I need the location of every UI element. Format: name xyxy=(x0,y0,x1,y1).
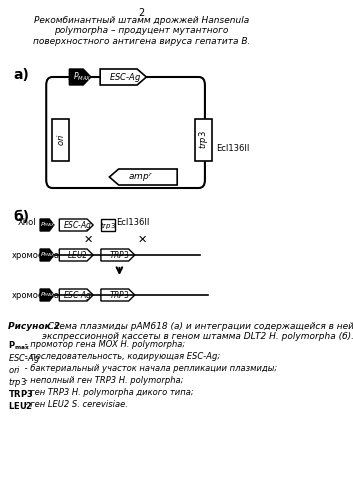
Text: $\mathbf{P_{max}}$: $\mathbf{P_{max}}$ xyxy=(8,340,30,352)
FancyArrow shape xyxy=(59,219,93,231)
Text: хромосома: хромосома xyxy=(12,290,60,299)
Text: хромосома: хромосома xyxy=(12,250,60,259)
Text: $\mathbf{LEU2}$: $\mathbf{LEU2}$ xyxy=(8,400,33,411)
Text: $\mathit{TRP3}$: $\mathit{TRP3}$ xyxy=(109,250,130,260)
FancyBboxPatch shape xyxy=(101,219,115,231)
FancyArrow shape xyxy=(100,69,146,85)
Text: $\mathit{P_{MAX}}$: $\mathit{P_{MAX}}$ xyxy=(40,221,55,230)
Text: $\mathit{ori}$: $\mathit{ori}$ xyxy=(55,134,66,146)
FancyArrow shape xyxy=(40,249,54,261)
Text: Рисунок 2: Рисунок 2 xyxy=(8,322,60,331)
Text: XhoI: XhoI xyxy=(18,218,37,227)
Text: - бактериальный участок начала репликации плазмиды;: - бактериальный участок начала репликаци… xyxy=(22,364,277,373)
Text: EcI136II: EcI136II xyxy=(216,144,250,153)
Text: - ген TRP3 H. polymorpha дикого типа;: - ген TRP3 H. polymorpha дикого типа; xyxy=(22,388,193,397)
FancyArrow shape xyxy=(40,219,54,231)
Text: XhoI: XhoI xyxy=(68,73,88,82)
Text: $\mathit{P_{MAX}}$: $\mathit{P_{MAX}}$ xyxy=(40,250,55,259)
Text: $\mathit{trp3}$: $\mathit{trp3}$ xyxy=(100,220,116,231)
Text: $\mathit{amp^r}$: $\mathit{amp^r}$ xyxy=(128,170,154,184)
Text: Рекомбинантный штамм дрожжей Hansenula
polymorpha – продуцент мутантного
поверхн: Рекомбинантный штамм дрожжей Hansenula p… xyxy=(33,16,250,46)
FancyArrow shape xyxy=(59,249,93,261)
FancyBboxPatch shape xyxy=(195,119,212,161)
Text: - последовательность, кодирующая ESC-Ag;: - последовательность, кодирующая ESC-Ag; xyxy=(22,352,220,361)
FancyBboxPatch shape xyxy=(52,119,69,161)
Text: $\mathit{ESC\text{-}Ag}$: $\mathit{ESC\text{-}Ag}$ xyxy=(8,352,40,365)
Text: $\mathit{ESC\text{-}Ag}$: $\mathit{ESC\text{-}Ag}$ xyxy=(109,70,142,83)
FancyArrow shape xyxy=(59,289,93,301)
Text: $\mathit{ori}$: $\mathit{ori}$ xyxy=(8,364,20,375)
Text: - ген LEU2 S. cerevisiae.: - ген LEU2 S. cerevisiae. xyxy=(22,400,127,409)
Text: 2: 2 xyxy=(138,8,144,18)
Text: $\mathit{ESC\text{-}Ag}$: $\mathit{ESC\text{-}Ag}$ xyxy=(63,219,92,232)
FancyArrow shape xyxy=(69,69,91,85)
Text: ✕: ✕ xyxy=(138,235,147,245)
Text: $\mathit{P_{MAX}}$: $\mathit{P_{MAX}}$ xyxy=(40,290,55,299)
Text: ✕: ✕ xyxy=(84,235,93,245)
Text: - промотор гена MOX H. polymorpha;: - промотор гена MOX H. polymorpha; xyxy=(22,340,185,349)
FancyArrow shape xyxy=(101,289,135,301)
Text: $\mathit{trp3}$: $\mathit{trp3}$ xyxy=(8,376,26,389)
Text: $\mathit{ESC\text{-}Ag}$: $\mathit{ESC\text{-}Ag}$ xyxy=(63,288,92,301)
Text: $\mathbf{TRP3}$: $\mathbf{TRP3}$ xyxy=(8,388,33,399)
Text: EcI136II: EcI136II xyxy=(116,218,150,227)
Text: б): б) xyxy=(14,210,30,224)
FancyArrow shape xyxy=(109,169,177,185)
Text: $\mathit{LEU2}$: $\mathit{LEU2}$ xyxy=(67,250,88,260)
Text: - неполный ген TRP3 H. polymorpha;: - неполный ген TRP3 H. polymorpha; xyxy=(22,376,183,385)
Text: . Схема плазмиды рАМ618 (а) и интеграции содержащейся в ней
экспрессионной кассе: . Схема плазмиды рАМ618 (а) и интеграции… xyxy=(42,322,353,341)
FancyArrow shape xyxy=(40,289,54,301)
Text: $\mathit{P_{MAX}}$: $\mathit{P_{MAX}}$ xyxy=(73,71,92,83)
Text: а): а) xyxy=(14,68,30,82)
FancyArrow shape xyxy=(101,249,135,261)
Text: $\mathit{TRP3}$: $\mathit{TRP3}$ xyxy=(109,289,130,300)
Text: $\mathit{trp3}$: $\mathit{trp3}$ xyxy=(197,131,210,149)
